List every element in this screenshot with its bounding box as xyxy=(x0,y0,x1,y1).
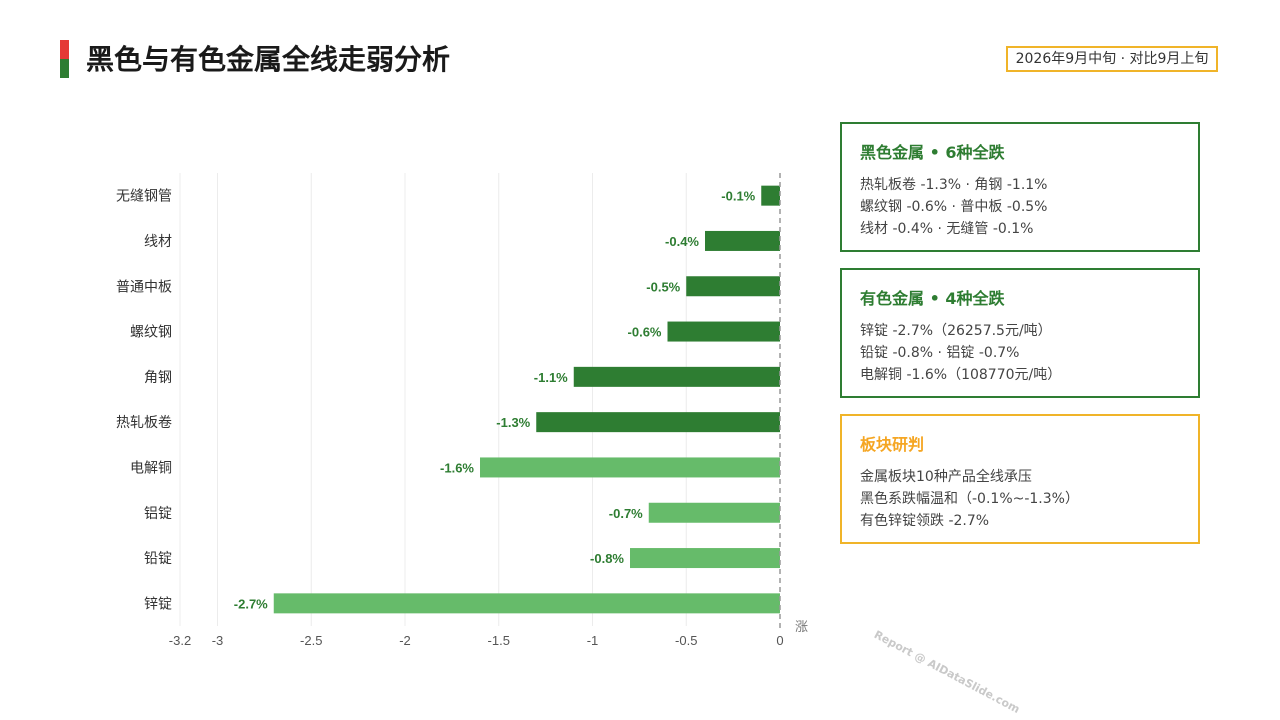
category-label-4: 角钢 xyxy=(144,370,172,386)
nonferrous-card-line-2: 铅锭 -0.8% · 铝锭 -0.7% xyxy=(860,345,1020,361)
nonferrous-card-title: 有色金属 • 4种全跌 xyxy=(860,289,1005,308)
bar-6 xyxy=(480,457,780,478)
x-tick-label-0: -3.2 xyxy=(169,633,191,648)
ferrous-card-line-1: 热轧板卷 -1.3% · 角钢 -1.1% xyxy=(860,177,1048,193)
ferrous-card-line-2: 螺纹钢 -0.6% · 普中板 -0.5% xyxy=(860,199,1048,215)
analysis-card: 板块研判 金属板块10种产品全线承压 黑色系跌幅温和（-0.1%~-1.3%） … xyxy=(840,414,1200,544)
category-label-0: 无缝钢管 xyxy=(116,189,172,205)
accent-red xyxy=(60,40,69,59)
analysis-card-line-3: 有色锌锭领跌 -2.7% xyxy=(860,513,990,529)
data-label-3: -0.6% xyxy=(628,325,662,340)
nonferrous-card-line-3: 电解铜 -1.6%（108770元/吨） xyxy=(860,367,1062,383)
ferrous-card-line-3: 线材 -0.4% · 无缝管 -0.1% xyxy=(860,221,1034,237)
data-label-1: -0.4% xyxy=(665,234,699,249)
bar-5 xyxy=(536,412,780,433)
x-tick-label-1: -3 xyxy=(212,633,224,648)
bar-4 xyxy=(573,366,780,387)
category-label-5: 热轧板卷 xyxy=(116,415,172,431)
data-label-5: -1.3% xyxy=(496,415,530,430)
date-badge: 2026年9月中旬 · 对比9月上旬 xyxy=(1006,46,1218,72)
zero-line-label: 涨 xyxy=(795,620,808,635)
data-label-8: -0.8% xyxy=(590,551,624,566)
nonferrous-card: 有色金属 • 4种全跌 锌锭 -2.7%（26257.5元/吨） 铅锭 -0.8… xyxy=(840,268,1200,398)
category-label-6: 电解铜 xyxy=(130,460,172,476)
x-tick-label-2: -2.5 xyxy=(300,633,322,648)
x-tick-label-3: -2 xyxy=(399,633,411,648)
bar-1 xyxy=(705,230,780,251)
nonferrous-card-line-1: 锌锭 -2.7%（26257.5元/吨） xyxy=(860,323,1052,339)
data-label-4: -1.1% xyxy=(534,370,568,385)
ferrous-card: 黑色金属 • 6种全跌 热轧板卷 -1.3% · 角钢 -1.1% 螺纹钢 -0… xyxy=(840,122,1200,252)
analysis-card-line-1: 金属板块10种产品全线承压 xyxy=(860,469,1032,485)
bar-3 xyxy=(667,321,780,342)
title-accent-bar xyxy=(60,40,69,78)
category-label-8: 铅锭 xyxy=(144,551,172,567)
data-label-0: -0.1% xyxy=(721,189,755,204)
bar-7 xyxy=(648,502,780,523)
x-tick-label-4: -1.5 xyxy=(488,633,510,648)
bar-2 xyxy=(686,276,780,297)
category-label-7: 铝锭 xyxy=(144,506,172,522)
category-label-2: 普通中板 xyxy=(116,279,172,295)
category-label-1: 线材 xyxy=(144,234,172,250)
x-tick-label-6: -0.5 xyxy=(675,633,697,648)
x-tick-label-5: -1 xyxy=(587,633,599,648)
bar-0 xyxy=(761,185,780,206)
accent-green xyxy=(60,59,69,78)
analysis-card-line-2: 黑色系跌幅温和（-0.1%~-1.3%） xyxy=(860,491,1079,507)
page-title: 黑色与有色金属全线走弱分析 xyxy=(86,43,451,76)
data-label-7: -0.7% xyxy=(609,506,643,521)
data-label-2: -0.5% xyxy=(646,279,680,294)
data-label-6: -1.6% xyxy=(440,460,474,475)
bar-8 xyxy=(630,548,780,569)
x-tick-label-7: 0 xyxy=(776,633,783,648)
bar-9 xyxy=(273,593,780,614)
analysis-card-title: 板块研判 xyxy=(860,435,925,454)
data-label-9: -2.7% xyxy=(234,596,268,611)
category-label-9: 锌锭 xyxy=(144,596,172,612)
category-label-3: 螺纹钢 xyxy=(130,325,172,341)
ferrous-card-title: 黑色金属 • 6种全跌 xyxy=(860,143,1005,162)
